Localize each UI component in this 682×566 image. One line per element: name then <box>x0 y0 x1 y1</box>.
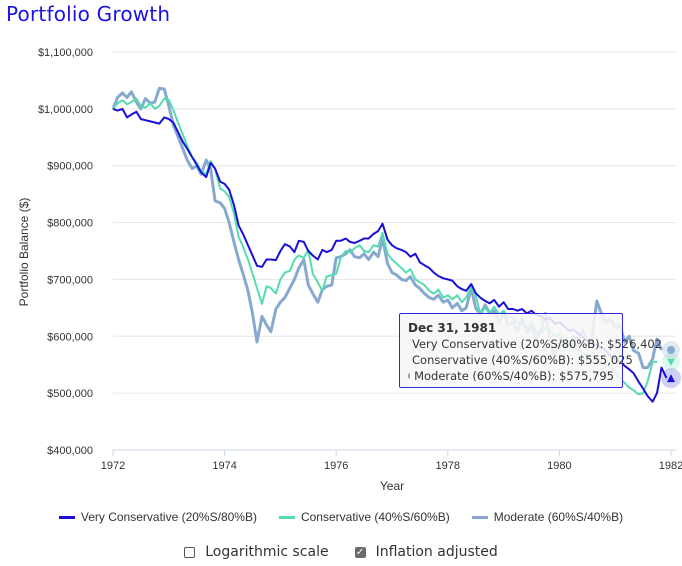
triangle-marker-icon <box>667 374 675 383</box>
legend-label: Moderate (60%S/40%B) <box>493 510 624 524</box>
portfolio-growth-chart: $400,000 $500,000 $600,000 $700,000 $800,000… <box>17 47 682 493</box>
chart-legend: Very Conservative (20%S/80%B) Conservati… <box>0 510 682 524</box>
inflation-adjusted-option[interactable]: ✓ Inflation adjusted <box>354 544 498 560</box>
tooltip-row-conservative: Conservative (40%S/60%B): $555,025 <box>408 352 633 368</box>
y-tick-label: $600,000 <box>47 331 93 343</box>
tooltip: Dec 31, 1981 Very Conservative (20%S/80%… <box>399 313 662 388</box>
x-tick-label: 1978 <box>436 460 460 472</box>
y-tick-label: $1,000,000 <box>38 104 93 116</box>
legend-item-moderate[interactable]: Moderate (60%S/40%B) <box>471 510 624 524</box>
y-tick-label: $700,000 <box>47 274 93 286</box>
triangle-down-marker-icon <box>667 358 675 366</box>
tooltip-date: Dec 31, 1981 <box>408 321 497 335</box>
log-scale-checkbox[interactable] <box>184 546 196 558</box>
y-tick-label: $1,100,000 <box>38 47 93 59</box>
x-tick-label: 1974 <box>212 460 236 472</box>
tooltip-row-label: Conservative (40%S/60%B): $555,025 <box>412 353 633 367</box>
tooltip-row-very-conservative: Very Conservative (20%S/80%B): $526,402 <box>408 336 662 352</box>
tooltip-row-moderate: Moderate (60%S/40%B): $575,795 <box>408 368 614 384</box>
grid-lines <box>113 51 676 394</box>
legend-item-conservative[interactable]: Conservative (40%S/60%B) <box>278 510 450 524</box>
legend-label: Conservative (40%S/60%B) <box>300 510 450 524</box>
legend-line-icon <box>58 515 75 519</box>
y-axis-title: Portfolio Balance ($) <box>17 198 31 307</box>
x-tick-label: 1980 <box>547 460 571 472</box>
inflation-adjusted-label: Inflation adjusted <box>375 544 498 560</box>
y-axis-ticks: $400,000 $500,000 $600,000 $700,000 $800,000… <box>38 47 93 457</box>
x-tick-label: 1976 <box>324 460 348 472</box>
y-tick-label: $500,000 <box>47 388 93 400</box>
y-tick-label: $400,000 <box>47 445 93 457</box>
tooltip-row-label: Moderate (60%S/40%B): $575,795 <box>414 369 614 383</box>
legend-item-very-conservative[interactable]: Very Conservative (20%S/80%B) <box>58 510 257 524</box>
tooltip-row-label: Very Conservative (20%S/80%B): $526,402 <box>412 337 663 351</box>
x-axis: 1972 1974 1976 1978 1980 1982 <box>101 449 682 472</box>
y-tick-label: $900,000 <box>47 161 93 173</box>
log-scale-option[interactable]: Logarithmic scale <box>184 544 329 560</box>
chart-options: Logarithmic scale ✓ Inflation adjusted <box>0 544 682 560</box>
log-scale-label: Logarithmic scale <box>205 544 329 560</box>
hover-markers <box>661 341 681 389</box>
series-dot-icon <box>408 373 411 379</box>
y-tick-label: $800,000 <box>47 218 93 230</box>
x-axis-title: Year <box>380 479 404 493</box>
legend-line-icon <box>471 515 488 519</box>
x-tick-label: 1972 <box>101 460 125 472</box>
circle-marker-icon <box>667 346 675 355</box>
legend-label: Very Conservative (20%S/80%B) <box>80 510 257 524</box>
inflation-adjusted-checkbox[interactable]: ✓ <box>354 546 366 558</box>
x-tick-label: 1982 <box>659 460 682 472</box>
legend-line-icon <box>278 515 295 519</box>
chart-title: Portfolio Growth <box>6 2 171 26</box>
